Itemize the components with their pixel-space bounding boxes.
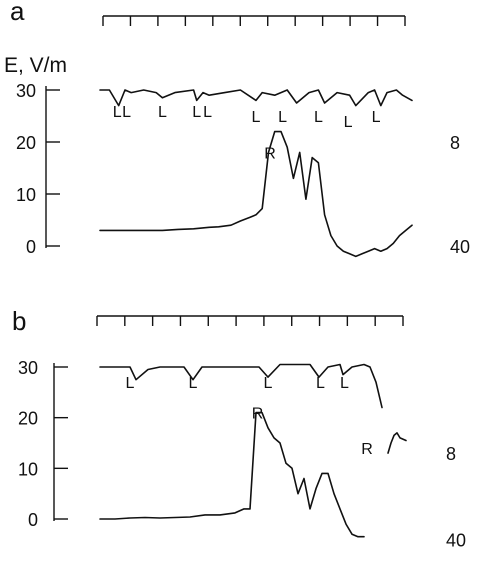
return-stroke-marker: R [264, 145, 276, 162]
panel-label-b: b [12, 306, 26, 336]
leader-marker: L [158, 104, 167, 121]
leader-marker: L [203, 104, 212, 121]
series-trace [99, 89, 413, 107]
return-stroke-marker: R [361, 441, 373, 458]
leader-marker: L [314, 109, 323, 126]
y-tick-label: 0 [26, 237, 36, 257]
leader-marker: L [344, 114, 353, 131]
leader-marker: L [278, 109, 287, 126]
return-stroke-marker: R [252, 406, 264, 423]
series-trace [99, 130, 413, 258]
right-scale-label: 8 [450, 133, 460, 153]
panel-label-a: a [10, 0, 25, 26]
y-tick-label: 20 [16, 133, 36, 153]
right-scale-label: 40 [446, 530, 466, 550]
series-trace [387, 432, 407, 454]
leader-marker: L [340, 375, 349, 392]
leader-marker: L [252, 109, 261, 126]
right-scale-label: 40 [450, 237, 470, 257]
y-tick-label: 10 [18, 459, 38, 479]
y-axis-title: E, V/m [4, 54, 67, 77]
y-tick-label: 30 [16, 81, 36, 101]
y-tick-label: 0 [28, 510, 38, 530]
y-tick-label: 30 [18, 358, 38, 378]
leader-marker: L [372, 109, 381, 126]
leader-marker: L [192, 104, 201, 121]
leader-marker: L [264, 375, 273, 392]
series-trace [99, 411, 365, 538]
leader-marker: L [122, 104, 131, 121]
y-tick-label: 20 [18, 409, 38, 429]
leader-marker: L [113, 104, 122, 121]
leader-marker: L [189, 375, 198, 392]
right-scale-label: 8 [446, 444, 456, 464]
leader-marker: L [316, 375, 325, 392]
y-tick-label: 10 [16, 185, 36, 205]
leader-marker: L [126, 375, 135, 392]
series-trace [99, 363, 383, 409]
